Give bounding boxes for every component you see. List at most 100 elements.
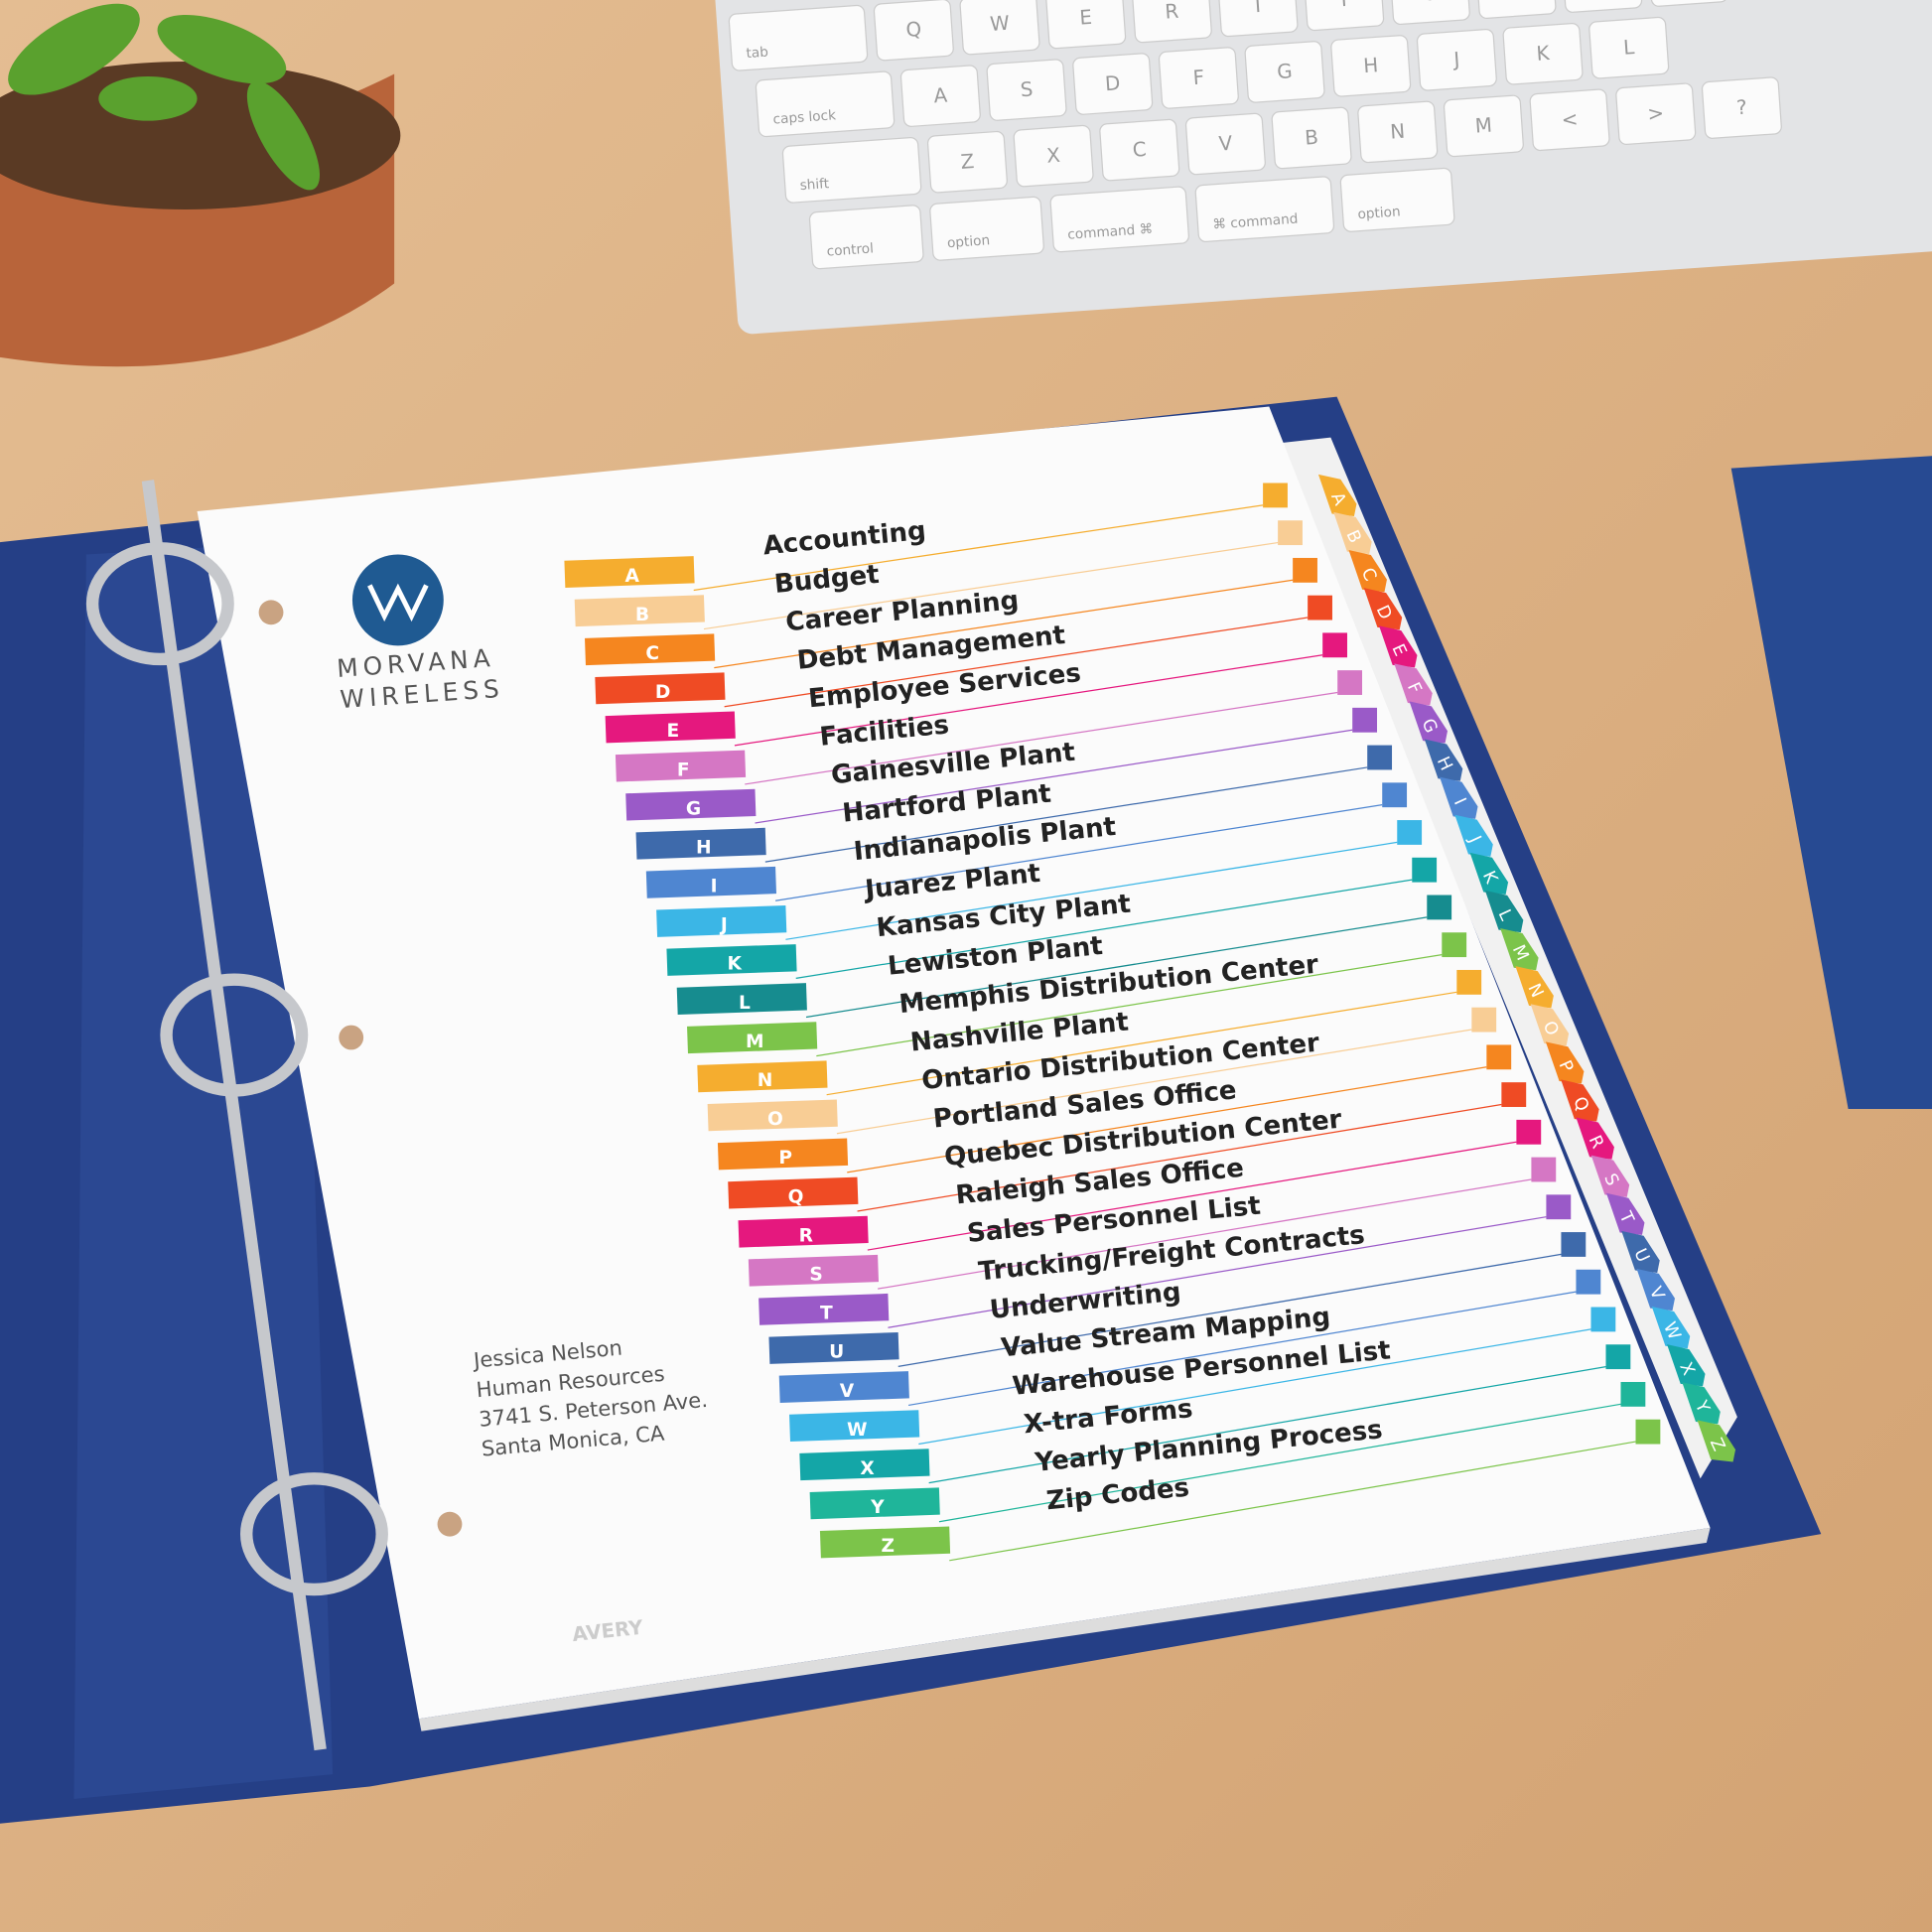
key-label: L bbox=[1622, 36, 1635, 60]
side-tab bbox=[1697, 1420, 1736, 1462]
paper bbox=[197, 406, 1711, 1720]
row-rule bbox=[795, 879, 1413, 980]
key-label: control bbox=[826, 240, 874, 259]
edge-square bbox=[1382, 782, 1408, 808]
letter-tab bbox=[768, 1332, 899, 1364]
key-label: Y bbox=[1336, 0, 1352, 12]
key bbox=[1045, 0, 1127, 50]
edge-square bbox=[1605, 1344, 1631, 1370]
key-label: ⌘ command bbox=[1212, 211, 1299, 233]
key bbox=[1271, 106, 1352, 170]
edge-square bbox=[1576, 1269, 1601, 1295]
edge-square bbox=[1352, 707, 1378, 733]
side-tab bbox=[1348, 550, 1387, 593]
letter-tab bbox=[595, 672, 726, 705]
row-rule bbox=[907, 1291, 1577, 1407]
edge-square bbox=[1456, 969, 1482, 995]
edge-square bbox=[1501, 1082, 1527, 1107]
key bbox=[1357, 100, 1439, 164]
key-label: command ⌘ bbox=[1067, 221, 1154, 243]
letter: N bbox=[758, 1070, 773, 1091]
folder bbox=[1730, 456, 1932, 1109]
key bbox=[1013, 124, 1094, 188]
letter: T bbox=[820, 1304, 833, 1324]
key-label: W bbox=[989, 12, 1010, 36]
key-label: option bbox=[1357, 204, 1401, 222]
row-rule bbox=[785, 841, 1398, 940]
side-tab bbox=[1379, 625, 1418, 668]
row-rule bbox=[878, 1178, 1532, 1290]
key-label: Z bbox=[960, 150, 975, 174]
side-tab bbox=[1484, 890, 1524, 933]
key-label: caps lock bbox=[772, 107, 837, 127]
letter-tab bbox=[615, 750, 747, 782]
letter-tab bbox=[656, 904, 787, 937]
letter: V bbox=[840, 1381, 855, 1402]
side-tab bbox=[1530, 1004, 1570, 1046]
edge-square bbox=[1367, 745, 1393, 770]
row-rule bbox=[775, 804, 1383, 901]
edge-square bbox=[1516, 1119, 1542, 1145]
key bbox=[1562, 0, 1643, 13]
key-label: D bbox=[1104, 71, 1121, 95]
key-label: J bbox=[1451, 48, 1460, 70]
letter-tab bbox=[789, 1410, 920, 1443]
side-tab bbox=[1576, 1117, 1614, 1160]
row-rule bbox=[918, 1328, 1591, 1446]
letter: P bbox=[778, 1148, 792, 1169]
key bbox=[873, 0, 954, 62]
side-tab bbox=[1424, 739, 1463, 781]
letter-tab bbox=[759, 1293, 890, 1325]
letter: D bbox=[655, 682, 670, 703]
letter: M bbox=[746, 1032, 764, 1052]
key bbox=[1443, 94, 1524, 158]
letter: L bbox=[739, 993, 751, 1014]
key-label: N bbox=[1390, 120, 1406, 144]
key bbox=[986, 59, 1067, 121]
key bbox=[728, 4, 869, 71]
letter: E bbox=[667, 721, 680, 742]
key-label: K bbox=[1536, 42, 1552, 66]
key bbox=[1647, 0, 1728, 7]
plant bbox=[8, 3, 321, 191]
side-tab bbox=[1409, 701, 1449, 744]
row-rule bbox=[714, 579, 1294, 669]
letter: U bbox=[829, 1342, 844, 1363]
letter: J bbox=[719, 915, 728, 936]
letter-tab bbox=[676, 983, 807, 1016]
letter: S bbox=[809, 1264, 822, 1285]
key-label: R bbox=[1165, 0, 1180, 24]
edge-square bbox=[1397, 820, 1423, 845]
row-rule bbox=[826, 991, 1457, 1096]
edge-square bbox=[1427, 895, 1452, 920]
key bbox=[1072, 53, 1154, 115]
key bbox=[1304, 0, 1385, 32]
letter: A bbox=[624, 566, 639, 587]
key-label: > bbox=[1647, 101, 1665, 125]
side-tab bbox=[1469, 852, 1509, 896]
key-label: V bbox=[1218, 132, 1234, 156]
row-rule bbox=[724, 617, 1309, 708]
key bbox=[1131, 0, 1212, 44]
letter: C bbox=[645, 643, 659, 664]
key bbox=[1615, 82, 1697, 146]
side-tab bbox=[1333, 511, 1372, 555]
key bbox=[1158, 47, 1239, 109]
letter-tab bbox=[666, 944, 797, 976]
side-tab bbox=[1590, 1155, 1630, 1197]
edge-square bbox=[1442, 932, 1467, 958]
key bbox=[1194, 176, 1335, 243]
key-label: S bbox=[1020, 77, 1034, 101]
row-rule bbox=[888, 1216, 1547, 1328]
key-label: U bbox=[1422, 0, 1438, 5]
key bbox=[1184, 112, 1266, 176]
letter: K bbox=[727, 954, 742, 975]
side-tab bbox=[1317, 474, 1357, 517]
key-label: < bbox=[1561, 107, 1579, 131]
side-tab bbox=[1636, 1268, 1675, 1311]
letter: I bbox=[711, 877, 718, 897]
keyboard: tabQWERTYUIOPcaps lockASDFGHJKLshiftZXCV… bbox=[714, 0, 1932, 335]
rings bbox=[85, 480, 388, 1751]
